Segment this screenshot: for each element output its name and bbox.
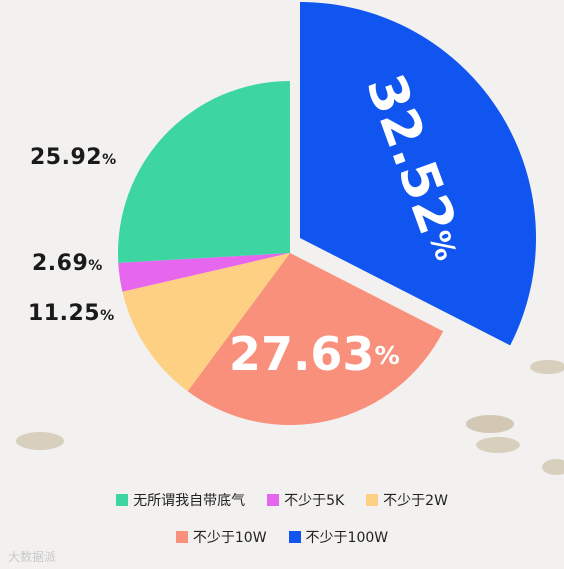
- pie-slice-3: [187, 253, 444, 425]
- legend-item-4: 不少于100W: [288, 527, 389, 547]
- legend-swatch-4: [288, 531, 301, 543]
- legend-item-1: 不少于5K: [267, 490, 344, 510]
- slice-label-0-value: 25.92: [30, 145, 103, 170]
- coin-icon: [542, 459, 564, 475]
- slice-label-1: 2.69%: [32, 251, 103, 276]
- slice-label-3: 27.63%: [229, 326, 400, 380]
- coin-icon: [16, 432, 64, 450]
- pie-slice-2: [122, 253, 290, 392]
- coin-icon: [476, 437, 520, 453]
- legend-swatch-2: [366, 494, 379, 506]
- legend-swatch-3: [175, 531, 188, 543]
- legend-row-1: 无所谓我自带底气 不少于5K 不少于2W: [0, 490, 564, 510]
- slice-label-0: 25.92%: [30, 145, 117, 170]
- coin-decorations: [16, 360, 564, 475]
- legend-label-0: 无所谓我自带底气: [133, 493, 246, 509]
- slice-label-2-value: 11.25: [28, 301, 101, 326]
- coin-icon: [466, 415, 514, 433]
- percent-sign: %: [88, 258, 103, 274]
- pie-slice-4: [300, 2, 536, 346]
- legend-row-2: 不少于10W 不少于100W: [0, 527, 564, 547]
- percent-sign: %: [102, 152, 117, 168]
- legend-label-3: 不少于10W: [192, 530, 267, 546]
- legend-swatch-0: [116, 494, 129, 506]
- legend-label-4: 不少于100W: [305, 530, 389, 546]
- legend-swatch-1: [267, 494, 280, 506]
- pie-slice-1: [118, 253, 290, 292]
- slice-label-2: 11.25%: [28, 301, 115, 326]
- pie-slice-0: [118, 81, 290, 263]
- coin-icon: [530, 360, 564, 374]
- legend-item-3: 不少于10W: [175, 527, 267, 547]
- legend-label-1: 不少于5K: [284, 493, 345, 509]
- legend-item-2: 不少于2W: [366, 490, 448, 510]
- slice-label-1-value: 2.69: [32, 251, 89, 276]
- watermark: 大数据派: [8, 550, 57, 564]
- legend-item-0: 无所谓我自带底气: [116, 490, 245, 510]
- percent-sign: %: [100, 308, 115, 324]
- legend-label-2: 不少于2W: [383, 493, 448, 509]
